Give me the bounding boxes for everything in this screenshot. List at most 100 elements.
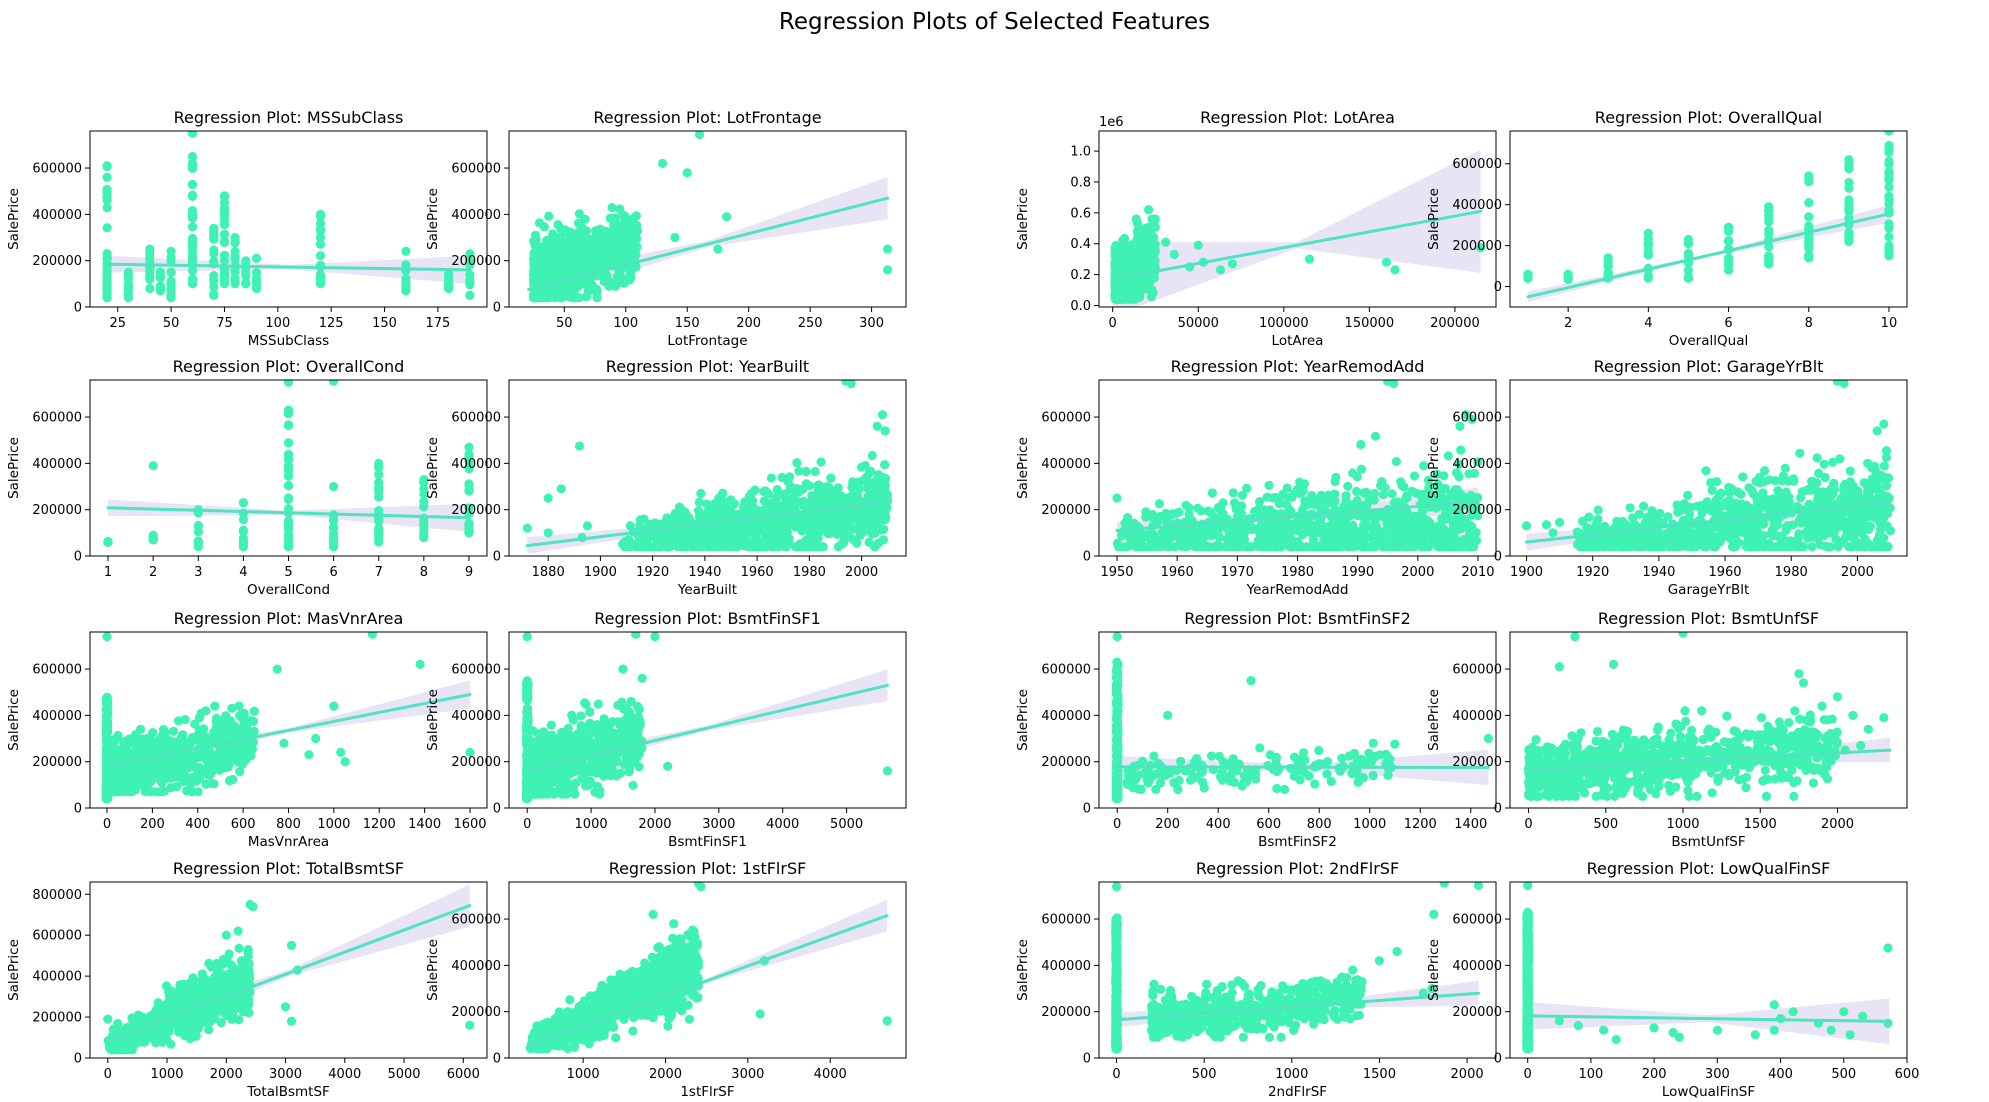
y-tick-label: 0 <box>74 550 82 565</box>
data-point <box>374 537 384 547</box>
data-point <box>1884 232 1894 242</box>
data-point <box>710 511 720 521</box>
data-point <box>1320 542 1330 552</box>
data-point <box>238 533 248 543</box>
data-point <box>1784 492 1794 502</box>
subplot-garageyrblt: 1900 1920 1940 1960 1980 20000200000400000600… <box>1426 357 1908 598</box>
data-point <box>230 232 240 243</box>
data-point <box>1147 214 1157 224</box>
data-point <box>860 513 870 523</box>
subplot-title: Regression Plot: OverallQual <box>1595 108 1822 127</box>
data-point <box>710 503 720 513</box>
data-point <box>1852 526 1862 536</box>
data-point <box>538 242 548 252</box>
x-axis-label: YearRemodAdd <box>1246 582 1349 598</box>
data-point <box>1830 515 1841 526</box>
data-point <box>103 537 113 547</box>
data-point <box>846 380 856 389</box>
data-point <box>464 479 474 489</box>
data-point <box>553 290 563 300</box>
data-point <box>193 521 203 531</box>
data-point <box>863 492 873 502</box>
x-tick-label: 2000 <box>1841 565 1874 580</box>
data-point <box>702 499 712 509</box>
data-point <box>756 520 766 530</box>
data-point <box>102 223 112 233</box>
data-point <box>1724 265 1734 275</box>
data-point <box>1361 487 1371 497</box>
x-tick-label: 200000 <box>1430 316 1480 331</box>
data-point <box>401 276 411 286</box>
x-tick-label: 200 <box>736 316 761 331</box>
data-point <box>1724 222 1734 232</box>
data-point <box>283 463 294 473</box>
data-point <box>1184 509 1194 519</box>
data-point <box>872 421 882 431</box>
data-point <box>1286 542 1296 552</box>
data-point <box>1155 540 1165 550</box>
data-point <box>816 542 826 552</box>
data-point <box>1297 505 1307 515</box>
data-point <box>155 267 165 277</box>
x-tick-label: 1920 <box>1576 565 1609 580</box>
subplot-lotfrontage: 50 100 150 200 250 3000200000400000600000Regr… <box>425 108 907 349</box>
data-point <box>1376 533 1386 543</box>
data-point <box>123 267 133 277</box>
data-point <box>685 541 695 551</box>
data-point <box>1352 486 1362 497</box>
x-tick-label: 1900 <box>1510 565 1543 580</box>
data-point <box>742 536 753 547</box>
x-tick-label: 1990 <box>1341 565 1374 580</box>
data-point <box>465 249 475 259</box>
data-point <box>1113 294 1123 304</box>
data-point <box>1884 251 1894 261</box>
data-point <box>790 512 801 522</box>
data-point <box>1454 459 1464 469</box>
data-point <box>1445 503 1455 513</box>
data-point <box>693 506 704 516</box>
data-point <box>1404 537 1414 547</box>
data-point <box>1804 237 1814 247</box>
data-point <box>1548 528 1558 538</box>
data-point <box>187 131 198 138</box>
data-point <box>1422 542 1432 552</box>
data-point <box>1224 526 1234 536</box>
data-point <box>1884 171 1894 181</box>
data-point <box>1882 509 1892 519</box>
data-point <box>1765 542 1775 552</box>
x-tick-label: 2010 <box>1461 565 1494 580</box>
data-point <box>329 481 339 492</box>
data-point <box>1796 518 1806 528</box>
data-point <box>1349 499 1359 509</box>
data-point <box>1844 183 1854 193</box>
data-point <box>876 523 886 533</box>
data-point <box>1683 273 1693 283</box>
data-point <box>1203 506 1213 516</box>
data-point <box>1755 520 1765 530</box>
data-point <box>187 222 198 232</box>
data-point <box>792 458 802 468</box>
data-point <box>597 237 607 248</box>
data-point <box>1153 516 1163 527</box>
data-point <box>864 537 874 547</box>
data-point <box>148 461 158 471</box>
data-point <box>1264 480 1274 490</box>
data-point <box>238 498 248 508</box>
data-point <box>1136 535 1147 545</box>
data-point <box>1174 533 1184 544</box>
data-point <box>530 237 540 247</box>
data-point <box>1423 516 1433 526</box>
data-point <box>1467 414 1477 424</box>
data-point <box>1707 485 1717 495</box>
data-point <box>1870 511 1880 521</box>
data-point <box>187 213 198 223</box>
data-point <box>1714 491 1724 501</box>
data-point <box>1162 542 1172 552</box>
data-point <box>604 281 614 291</box>
x-tick-label: 9 <box>465 565 473 580</box>
data-point <box>1555 517 1565 528</box>
data-point <box>1703 504 1713 514</box>
data-point <box>1844 195 1854 205</box>
data-point <box>573 257 583 267</box>
data-point <box>1845 466 1855 476</box>
